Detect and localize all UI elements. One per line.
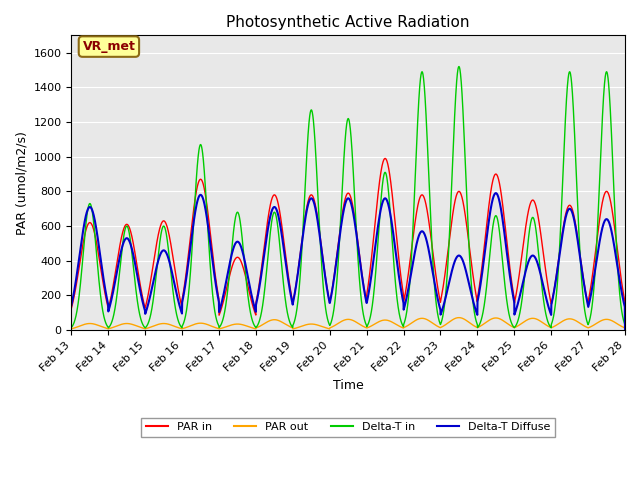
Delta-T in [68,324,76,330]
PAR out [611,319,618,325]
PAR out [280,320,287,326]
PAR in [551,284,559,289]
Delta-T in [455,64,463,70]
Delta-T Diffuse [280,245,287,251]
Delta-T in [280,283,287,288]
Delta-T Diffuse [68,302,76,308]
PAR out [131,322,138,328]
Delta-T Diffuse [164,252,172,258]
Delta-T Diffuse [621,327,629,333]
Delta-T Diffuse [304,203,312,209]
Y-axis label: PAR (umol/m2/s): PAR (umol/m2/s) [15,131,28,235]
Line: PAR out: PAR out [72,318,625,330]
PAR in [164,225,172,230]
X-axis label: Time: Time [333,379,364,392]
Delta-T in [551,307,559,312]
PAR out [551,324,559,329]
PAR in [280,237,287,243]
Delta-T Diffuse [611,243,618,249]
Delta-T Diffuse [551,285,559,290]
PAR out [621,327,629,333]
PAR in [304,200,312,206]
PAR in [381,156,389,161]
Delta-T in [131,275,138,280]
Delta-T in [304,137,312,143]
PAR out [455,315,463,321]
Delta-T in [621,327,629,333]
PAR in [611,223,618,228]
PAR in [68,305,76,311]
Delta-T in [164,238,172,244]
Line: Delta-T in: Delta-T in [72,67,625,330]
Legend: PAR in, PAR out, Delta-T in, Delta-T Diffuse: PAR in, PAR out, Delta-T in, Delta-T Dif… [141,418,555,437]
Text: VR_met: VR_met [83,40,135,53]
PAR out [68,326,76,332]
PAR out [304,322,312,327]
PAR in [621,327,629,333]
Delta-T Diffuse [131,258,138,264]
Delta-T in [611,196,618,202]
Line: PAR in: PAR in [72,158,625,330]
PAR in [131,248,138,253]
Title: Photosynthetic Active Radiation: Photosynthetic Active Radiation [227,15,470,30]
Delta-T Diffuse [492,190,500,196]
PAR out [164,321,172,327]
Line: Delta-T Diffuse: Delta-T Diffuse [72,193,625,330]
